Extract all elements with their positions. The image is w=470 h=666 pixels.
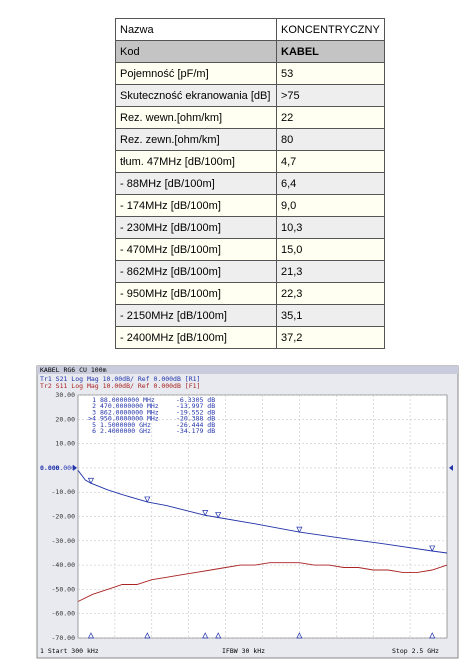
- footer-stop: Stop 2.5 GHz: [392, 647, 439, 655]
- marker-value: -13.997 dB: [176, 402, 215, 410]
- trace-header: Tr2 S11 Log Mag 10.00dB/ Ref 0.000dB [F1…: [40, 382, 200, 390]
- table-row: - 230MHz [dB/100m] 10,3: [115, 216, 385, 239]
- table-row: - 88MHz [dB/100m] 6,4: [115, 172, 385, 195]
- title-bar: [37, 366, 458, 374]
- table-cell: KONCENTRYCZNY: [276, 18, 385, 41]
- y-tick-label: 0.000: [55, 464, 75, 472]
- table-cell: Rez. zewn.[ohm/km]: [115, 128, 277, 151]
- table-cell: tłum. 47MHz [dB/100m]: [115, 150, 277, 173]
- table-row: - 2150MHz [dB/100m] 35,1: [115, 304, 385, 327]
- marker-foot: [296, 632, 303, 639]
- table-cell: Rez. wewn.[ohm/km]: [115, 106, 277, 129]
- spec-table: Nazwa KONCENTRYCZNY Kod KABEL Pojemność [pF/…: [115, 18, 385, 349]
- marker-freq: 862.0000000 MHz: [100, 408, 159, 416]
- table-cell: - 174MHz [dB/100m]: [115, 194, 277, 217]
- table-row: Rez. zewn.[ohm/km] 80: [115, 128, 385, 151]
- table-cell: 37,2: [276, 326, 385, 349]
- y-tick-label: -20.00: [52, 513, 76, 521]
- marker-id: 1: [92, 396, 96, 404]
- table-cell: Skuteczność ekranowania [dB]: [115, 84, 277, 107]
- table-row: Rez. wewn.[ohm/km] 22: [115, 106, 385, 129]
- marker: [296, 526, 303, 533]
- marker-foot: [215, 632, 222, 639]
- y-tick-label: 20.00: [55, 415, 75, 423]
- reference-label: 0.000: [40, 464, 60, 472]
- table-cell: Kod: [115, 40, 277, 63]
- marker-id: 3: [92, 408, 96, 416]
- y-tick-label: 10.00: [55, 440, 75, 448]
- footer-ifbw: IFBW 30 kHz: [222, 647, 265, 655]
- table-row: - 950MHz [dB/100m] 22,3: [115, 282, 385, 305]
- marker-freq: 88.0000000 MHz: [100, 396, 155, 404]
- trace-header: Tr1 S21 Log Mag 10.00dB/ Ref 0.000dB [R1…: [40, 375, 200, 383]
- table-cell: Nazwa: [115, 18, 277, 41]
- trace: [77, 562, 448, 602]
- table-cell: 4,7: [276, 150, 385, 173]
- marker-foot: [144, 632, 151, 639]
- table-cell: - 2400MHz [dB/100m]: [115, 326, 277, 349]
- reference-arrow: [73, 464, 77, 471]
- marker-value: -6.3305 dB: [176, 396, 215, 404]
- table-cell: 35,1: [276, 304, 385, 327]
- y-tick-label: -40.00: [52, 561, 76, 569]
- table-row: - 862MHz [dB/100m] 21,3: [115, 260, 385, 283]
- marker-id: >4: [88, 415, 96, 423]
- table-cell: - 2150MHz [dB/100m]: [115, 304, 277, 327]
- marker-id: 5: [92, 421, 96, 429]
- table-row: Pojemność [pF/m] 53: [115, 62, 385, 85]
- marker-freq: 950.0000000 MHz: [100, 415, 159, 423]
- reference-arrow: [449, 464, 453, 471]
- screen-title: KABEL RG6 CU 100m: [40, 366, 107, 374]
- y-tick-label: -30.00: [52, 537, 76, 545]
- marker-id: 6: [92, 427, 96, 435]
- y-tick-label: -70.00: [52, 634, 76, 642]
- marker: [87, 477, 95, 485]
- footer-start: 1 Start 300 kHz: [40, 647, 99, 655]
- table-cell: - 88MHz [dB/100m]: [115, 172, 277, 195]
- table-cell: 15,0: [276, 238, 385, 261]
- marker-value: -19.552 dB: [176, 408, 215, 416]
- marker: [202, 510, 209, 517]
- marker-freq: 2.4000000 GHz: [100, 427, 151, 435]
- table-cell: - 230MHz [dB/100m]: [115, 216, 277, 239]
- marker-freq: 470.0000000 MHz: [100, 402, 159, 410]
- table-cell: 21,3: [276, 260, 385, 283]
- marker-foot: [202, 632, 209, 639]
- marker-foot: [429, 632, 436, 639]
- marker-freq: 1.5000000 GHz: [100, 421, 151, 429]
- table-cell: 53: [276, 62, 385, 85]
- marker-value: -20.388 dB: [176, 415, 215, 423]
- table-row: - 174MHz [dB/100m] 9,0: [115, 194, 385, 217]
- table-cell: 9,0: [276, 194, 385, 217]
- table-row: Nazwa KONCENTRYCZNY: [115, 18, 385, 41]
- table-row: tłum. 47MHz [dB/100m] 4,7: [115, 150, 385, 173]
- marker-id: 2: [92, 402, 96, 410]
- y-tick-label: -50.00: [52, 585, 76, 593]
- marker-value: -34.179 dB: [176, 427, 215, 435]
- marker-value: -26.444 dB: [176, 421, 215, 429]
- y-tick-label: -60.00: [52, 610, 76, 618]
- y-tick-label: -10.00: [52, 488, 76, 496]
- marker: [144, 496, 151, 503]
- table-cell: Pojemność [pF/m]: [115, 62, 277, 85]
- table-row: - 2400MHz [dB/100m] 37,2: [115, 326, 385, 349]
- table-cell: 6,4: [276, 172, 385, 195]
- marker: [215, 512, 222, 519]
- marker-foot: [87, 632, 95, 639]
- y-tick-label: 30.00: [55, 391, 75, 399]
- table-cell: 10,3: [276, 216, 385, 239]
- table-row: Kod KABEL: [115, 40, 385, 63]
- marker: [429, 545, 436, 552]
